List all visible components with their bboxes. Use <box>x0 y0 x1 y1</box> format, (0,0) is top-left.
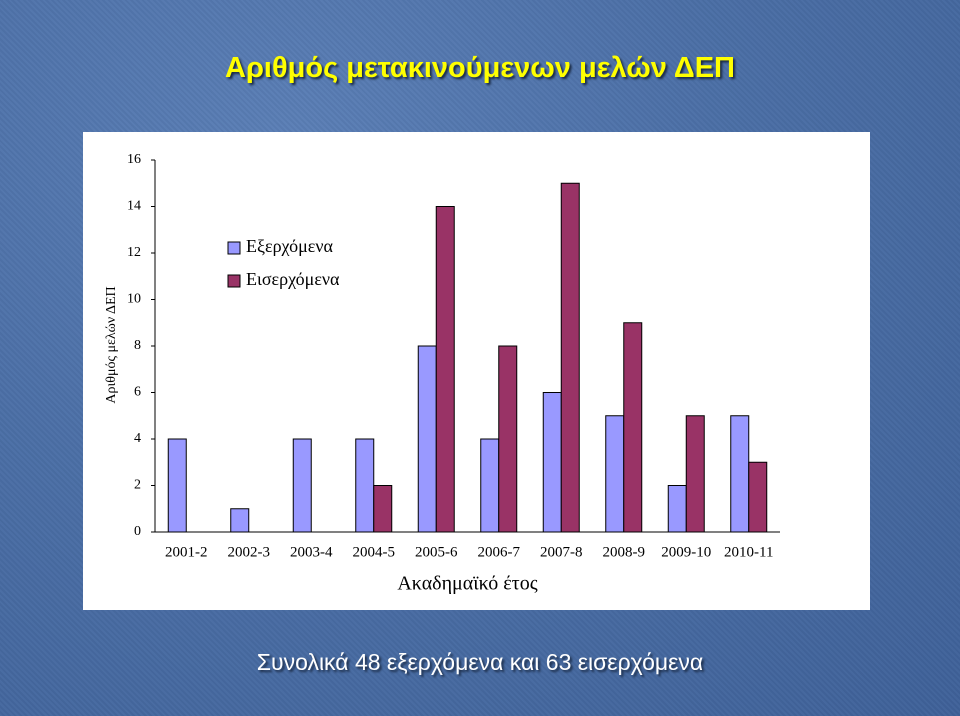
y-tick-label: 12 <box>127 245 141 260</box>
y-tick-label: 10 <box>127 292 141 307</box>
slide-footer: Συνολικά 48 εξερχόμενα και 63 εισερχόμεν… <box>256 649 704 675</box>
x-tick-label: 2007-8 <box>540 544 583 560</box>
bar-incoming-2008-9 <box>623 322 643 533</box>
bar-outgoing-2006-7 <box>480 438 500 533</box>
x-axis-title: Ακαδημαϊκό έτος <box>397 573 537 595</box>
legend-swatch-outgoing <box>227 241 241 255</box>
bar-outgoing-2010-11 <box>730 415 750 533</box>
x-tick-label: 2010-11 <box>724 544 773 560</box>
legend: Εξερχόμενα Εισερχόμενα <box>227 236 340 289</box>
x-tick-label: 2009-10 <box>661 544 711 560</box>
bar-outgoing-2002-3 <box>230 508 250 533</box>
bar-outgoing-2009-10 <box>667 485 687 533</box>
y-axis-title: Αριθμός μελών ΔΕΠ <box>104 286 119 403</box>
bar-outgoing-2004-5 <box>355 438 375 533</box>
bar-outgoing-2001-2 <box>167 438 187 533</box>
y-tick-label: 0 <box>134 524 141 539</box>
bar-incoming-2010-11 <box>748 461 768 533</box>
y-tick-label: 2 <box>134 478 141 493</box>
x-tick-label: 2008-9 <box>603 544 646 560</box>
x-tick-label: 2002-3 <box>228 544 271 560</box>
bar-outgoing-2008-9 <box>605 415 625 533</box>
x-tick-label: 2001-2 <box>165 544 208 560</box>
legend-label-outgoing: Εξερχόμενα <box>246 236 334 256</box>
legend-swatch-incoming <box>227 274 241 288</box>
bar-incoming-2005-6 <box>435 206 455 533</box>
y-tick-label: 14 <box>127 199 141 214</box>
bar-outgoing-2003-4 <box>292 438 312 533</box>
bar-outgoing-2005-6 <box>417 345 437 533</box>
y-tick-label: 6 <box>134 385 141 400</box>
x-tick-label: 2004-5 <box>353 544 396 560</box>
bar-chart: 0 2 4 6 8 10 12 14 16 2001-2 2002-3 2003-4 2004-5 200… <box>104 152 780 595</box>
y-tick-label: 4 <box>134 431 141 446</box>
x-tick-label: 2006-7 <box>478 544 521 560</box>
x-tick-label: 2003-4 <box>290 544 333 560</box>
bar-incoming-2009-10 <box>685 415 705 533</box>
x-tick-label: 2005-6 <box>415 544 458 560</box>
bar-incoming-2004-5 <box>373 485 393 533</box>
y-tick-label: 16 <box>127 152 141 167</box>
slide-title: Αριθμός μετακινούμενων μελών ΔΕΠ <box>225 52 735 84</box>
bar-incoming-2006-7 <box>498 345 518 533</box>
bar-outgoing-2007-8 <box>542 392 562 533</box>
chart-panel: 0 2 4 6 8 10 12 14 16 2001-2 2002-3 2003-4 2004-5 200… <box>83 132 870 610</box>
y-tick-label: 8 <box>134 338 141 353</box>
legend-label-incoming: Εισερχόμενα <box>246 269 340 289</box>
bar-incoming-2007-8 <box>560 182 580 533</box>
